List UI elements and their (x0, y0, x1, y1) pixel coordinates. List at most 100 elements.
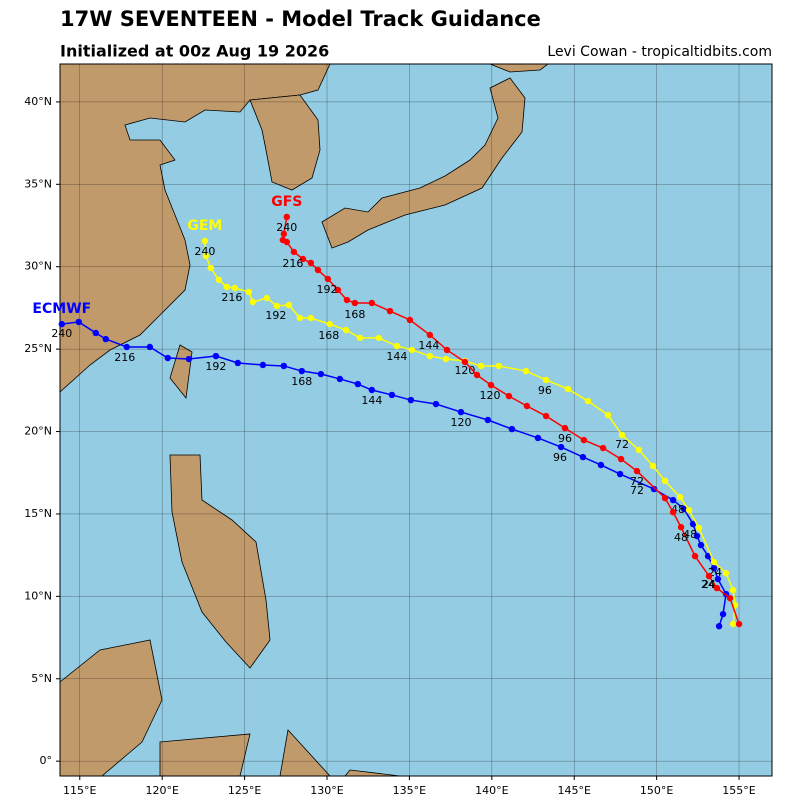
track-point (616, 470, 624, 478)
hour-label: 240 (51, 327, 72, 340)
track-point (343, 296, 351, 304)
x-tick-label: 130°E (310, 784, 343, 797)
y-tick-label: 20°N (24, 425, 52, 438)
track-point (443, 346, 451, 354)
track-point (426, 352, 434, 360)
x-tick-label: 155°E (722, 784, 755, 797)
y-tick-label: 10°N (24, 589, 52, 602)
track-point (713, 584, 721, 592)
hour-label: 216 (114, 351, 135, 364)
hour-label: 168 (318, 329, 339, 342)
x-tick-label: 115°E (63, 784, 96, 797)
x-tick-label: 135°E (393, 784, 426, 797)
track-point (579, 453, 587, 461)
x-tick-label: 120°E (145, 784, 178, 797)
track-point (508, 425, 516, 433)
track-point (368, 299, 376, 307)
y-tick-label: 15°N (24, 507, 52, 520)
hour-label: 96 (538, 384, 552, 397)
x-tick-label: 140°E (475, 784, 508, 797)
track-point (661, 477, 669, 485)
track-point (215, 276, 223, 284)
track-point (285, 301, 293, 309)
track-point (299, 255, 307, 263)
track-point (393, 342, 401, 350)
track-point (523, 402, 531, 410)
track-point (296, 314, 304, 322)
track-point (334, 286, 342, 294)
hour-label: 24 (701, 578, 715, 591)
track-point (710, 564, 718, 572)
track-line (61, 321, 727, 627)
track-point (368, 386, 376, 394)
hour-label: 144 (361, 394, 382, 407)
track-point (457, 408, 465, 416)
hour-label: 72 (615, 438, 629, 451)
track-point (283, 213, 290, 221)
track-point (75, 318, 82, 326)
track-point (336, 375, 344, 383)
model-label: GEM (187, 218, 222, 234)
track-point (561, 424, 569, 432)
track-point (669, 508, 677, 516)
track-point (223, 283, 230, 291)
hour-label: 96 (553, 451, 567, 464)
track-point (680, 505, 688, 513)
track-point (386, 307, 394, 315)
track-point (280, 362, 288, 370)
track-point (388, 391, 396, 399)
track-point (597, 461, 605, 469)
track-point (705, 572, 713, 580)
track-point (635, 446, 643, 454)
track-point (677, 523, 685, 531)
track-point (729, 586, 737, 594)
track-point (689, 520, 697, 528)
x-tick-label: 145°E (557, 784, 590, 797)
track-point (280, 230, 288, 238)
track-point (185, 355, 193, 363)
track-point (522, 367, 530, 375)
hour-label: 216 (221, 291, 242, 304)
track-point (697, 541, 705, 549)
track-point (324, 275, 332, 283)
y-tick-label: 5°N (31, 672, 52, 685)
track-point (542, 376, 550, 384)
track-point (164, 354, 171, 362)
hour-label: 144 (418, 339, 439, 352)
track-point (249, 298, 257, 306)
track-point (722, 569, 730, 577)
track-point (290, 248, 298, 256)
hour-label: 192 (317, 283, 338, 296)
track-point (356, 334, 364, 342)
x-tick-label: 125°E (228, 784, 261, 797)
y-tick-label: 30°N (24, 260, 52, 273)
y-tick-label: 25°N (24, 342, 52, 355)
hour-label: 144 (386, 350, 407, 363)
track-point (461, 358, 469, 366)
track-point (408, 346, 416, 354)
track-point (58, 320, 66, 328)
track-point (714, 575, 722, 583)
y-tick-label: 35°N (24, 177, 52, 190)
track-point (710, 558, 718, 566)
x-tick-label: 150°E (640, 784, 673, 797)
track-point (406, 316, 414, 324)
track-point (407, 396, 415, 404)
hour-label: 120 (450, 416, 471, 429)
track-point (432, 400, 440, 408)
track-point (245, 288, 253, 296)
track-point (542, 412, 550, 420)
track-point (693, 532, 701, 540)
track-point (426, 331, 434, 339)
hour-label: 240 (194, 245, 215, 258)
track-point (212, 352, 220, 360)
chart-title: 17W SEVENTEEN - Model Track Guidance (60, 7, 541, 31)
track-point (263, 294, 271, 302)
hour-label: 96 (558, 432, 572, 445)
track-point (484, 416, 492, 424)
map-frame (59, 63, 773, 777)
track-point (259, 361, 267, 369)
track-point (307, 259, 315, 267)
